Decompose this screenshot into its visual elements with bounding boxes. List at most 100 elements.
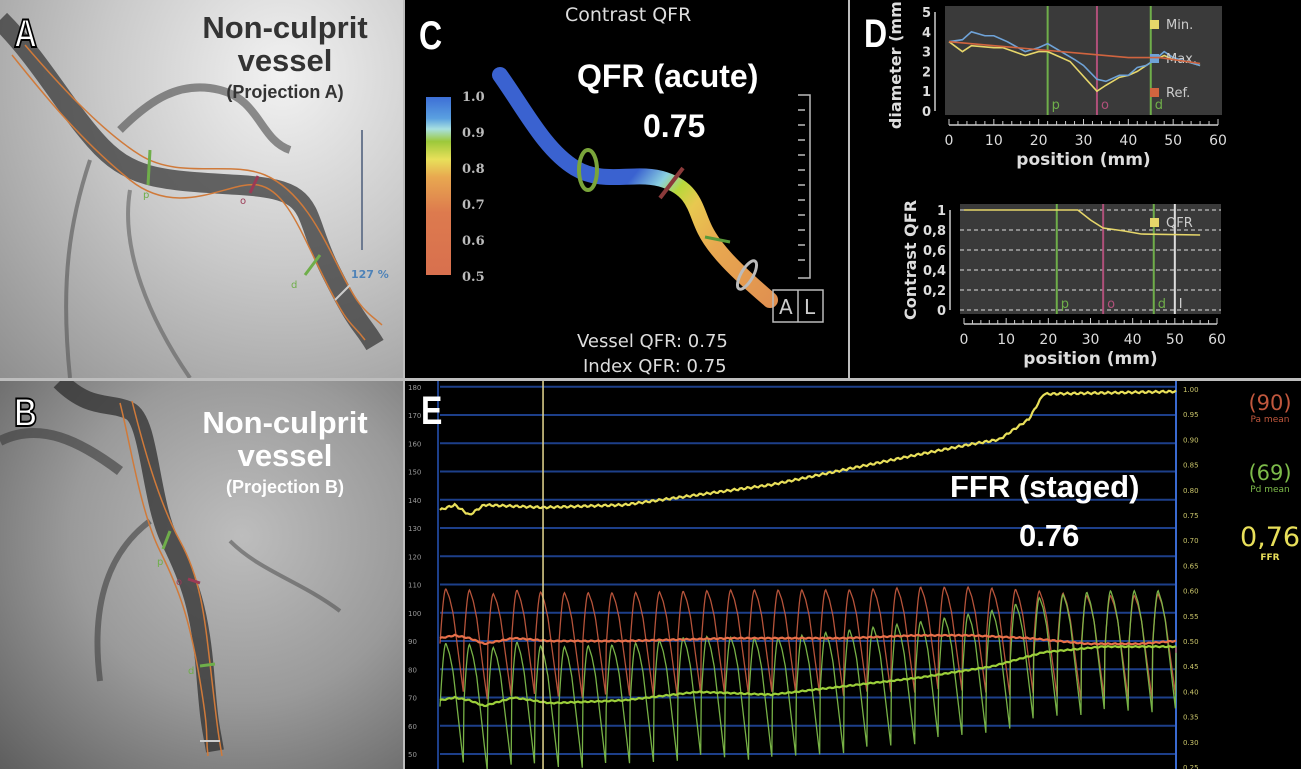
marker-label: d xyxy=(1158,297,1166,312)
legend-swatch xyxy=(1150,218,1159,227)
x-tick-label: 20 xyxy=(1039,332,1057,348)
y-tick-label: 5 xyxy=(922,6,931,21)
right-tick-label: 0.95 xyxy=(1183,411,1199,419)
series-line-ref xyxy=(948,40,1201,65)
marker-o: o xyxy=(240,196,247,207)
x-tick-label: 50 xyxy=(1166,332,1184,348)
index-qfr: Index QFR: 0.75 xyxy=(583,356,727,377)
left-tick-label: 50 xyxy=(408,751,417,759)
marker-label: p xyxy=(1052,98,1060,113)
scale-readout: 127 % xyxy=(351,268,389,281)
right-tick-label: 0.60 xyxy=(1183,588,1199,596)
y-tick-label: 0,8 xyxy=(923,224,946,239)
marker-p: p xyxy=(143,190,150,201)
legend-label: Ref. xyxy=(1166,86,1190,101)
colorbar-tick: 0.9 xyxy=(462,126,485,141)
left-tick-label: 160 xyxy=(408,440,421,448)
panel-a-title-line2: vessel xyxy=(237,42,333,78)
angiogram-a-vessels xyxy=(0,12,384,378)
left-tick-label: 130 xyxy=(408,525,421,533)
colorbar-tick: 0.6 xyxy=(462,234,485,249)
left-tick-label: 80 xyxy=(408,666,417,674)
marker-label: d xyxy=(1155,98,1163,113)
left-tick-label: 140 xyxy=(408,497,421,505)
x-tick-label: 60 xyxy=(1209,133,1227,149)
right-tick-label: 0.35 xyxy=(1183,714,1199,722)
legend-label: Min. xyxy=(1166,18,1193,33)
left-tick-label: 60 xyxy=(408,723,417,731)
left-tick-label: 120 xyxy=(408,553,421,561)
x-tick-label: 10 xyxy=(985,133,1003,149)
marker-label: o xyxy=(1107,297,1115,312)
vessel-qfr: Vessel QFR: 0.75 xyxy=(577,331,728,352)
panel-a-angiogram: A Non-culprit vessel (Projection A) p o … xyxy=(0,0,403,378)
panel-a-title: Non-culprit vessel (Projection A) xyxy=(180,11,390,103)
y-tick-label: 0,4 xyxy=(923,264,946,279)
colorbar-tick: 0.5 xyxy=(462,270,485,285)
panel-a-subtitle: (Projection A) xyxy=(226,82,344,103)
y-tick-label: 1 xyxy=(937,204,946,219)
readout-ffr-label: FFR xyxy=(1260,553,1280,563)
panel-e-svg: 180 170 160 150 140 130 120 110 100 90 80 70 60 50 1.0… xyxy=(408,381,1199,769)
marker-o: o xyxy=(176,577,183,588)
x-tick-label: 0 xyxy=(945,133,954,149)
marker-label: l xyxy=(1179,297,1183,312)
right-tick-label: 0.65 xyxy=(1183,562,1199,570)
panel-b-title: Non-culprit vessel (Projection B) xyxy=(180,405,390,498)
readout-ffr: 0,76 FFR xyxy=(1235,522,1301,563)
y-tick-label: 0,2 xyxy=(923,284,946,299)
x-tick-label: 20 xyxy=(1030,133,1048,149)
panel-d-charts: 0 10 20 30 40 50 60 0 1 2 3 4 5 position (mm) diameter… xyxy=(850,0,1301,378)
x-axis-label: position (mm) xyxy=(1023,349,1157,369)
panel-c-qfr-3d: C Contrast QFR QFR (acute) 0.75 1.0 0.9 … xyxy=(405,0,848,378)
scale-ruler xyxy=(798,94,811,279)
y-axis-label: diameter (mm) xyxy=(886,0,905,129)
right-tick-label: 0.55 xyxy=(1183,613,1199,621)
qfr-headline-value: 0.75 xyxy=(643,108,706,144)
right-tick-label: 0.25 xyxy=(1183,764,1199,769)
panel-letter-a: A xyxy=(13,12,38,56)
panel-b-subtitle: (Projection B) xyxy=(225,477,344,498)
panel-letter-e: E xyxy=(421,389,443,433)
readout-pd: (69) Pd mean xyxy=(1235,461,1301,495)
x-axis-label: position (mm) xyxy=(1016,150,1150,170)
left-tick-label: 180 xyxy=(408,384,421,392)
colorbar xyxy=(426,97,451,275)
marker-p: p xyxy=(157,557,164,568)
colorbar-tick: 0.7 xyxy=(462,198,485,213)
legend-label: Max. xyxy=(1166,52,1197,67)
x-tick-label: 40 xyxy=(1119,133,1137,149)
y-tick-label: 1 xyxy=(922,85,931,100)
colorbar-tick: 1.0 xyxy=(462,90,485,105)
x-tick-label: 50 xyxy=(1164,133,1182,149)
series-ffr xyxy=(439,389,1177,516)
marker-label: o xyxy=(1101,98,1109,113)
x-tick-label: 30 xyxy=(1082,332,1100,348)
qfr-header: Contrast QFR xyxy=(565,4,692,26)
y-tick-label: 4 xyxy=(922,26,931,41)
legend-label: QFR xyxy=(1166,216,1193,231)
left-tick-label: 110 xyxy=(408,582,421,590)
x-tick-label: 10 xyxy=(997,332,1015,348)
panel-b-title-line1: Non-culprit xyxy=(202,405,368,440)
y-tick-label: 0 xyxy=(937,304,946,319)
y-axis-label: Contrast QFR xyxy=(901,200,920,320)
qfr-3d-model xyxy=(426,67,824,323)
right-tick-label: 0.75 xyxy=(1183,512,1199,520)
legend-swatch xyxy=(1150,88,1159,97)
y-tick-label: 0 xyxy=(922,105,931,120)
readout-pa-label: Pa mean xyxy=(1250,415,1290,425)
readout-pa-value: (90) xyxy=(1248,391,1292,415)
right-tick-label: 0.80 xyxy=(1183,487,1199,495)
readout-pd-label: Pd mean xyxy=(1250,485,1290,495)
plot-area xyxy=(960,204,1221,314)
x-tick-label: 40 xyxy=(1124,332,1142,348)
series-line-qfr xyxy=(964,209,1201,236)
y-tick-label: 0,6 xyxy=(923,244,946,259)
readout-pd-value: (69) xyxy=(1248,461,1292,485)
cube-label-l: L xyxy=(804,295,816,319)
series-pa-phasic xyxy=(439,585,1177,701)
left-tick-label: 90 xyxy=(408,638,417,646)
readout-pa: (90) Pa mean xyxy=(1235,391,1301,425)
marker-d: d xyxy=(188,666,195,677)
